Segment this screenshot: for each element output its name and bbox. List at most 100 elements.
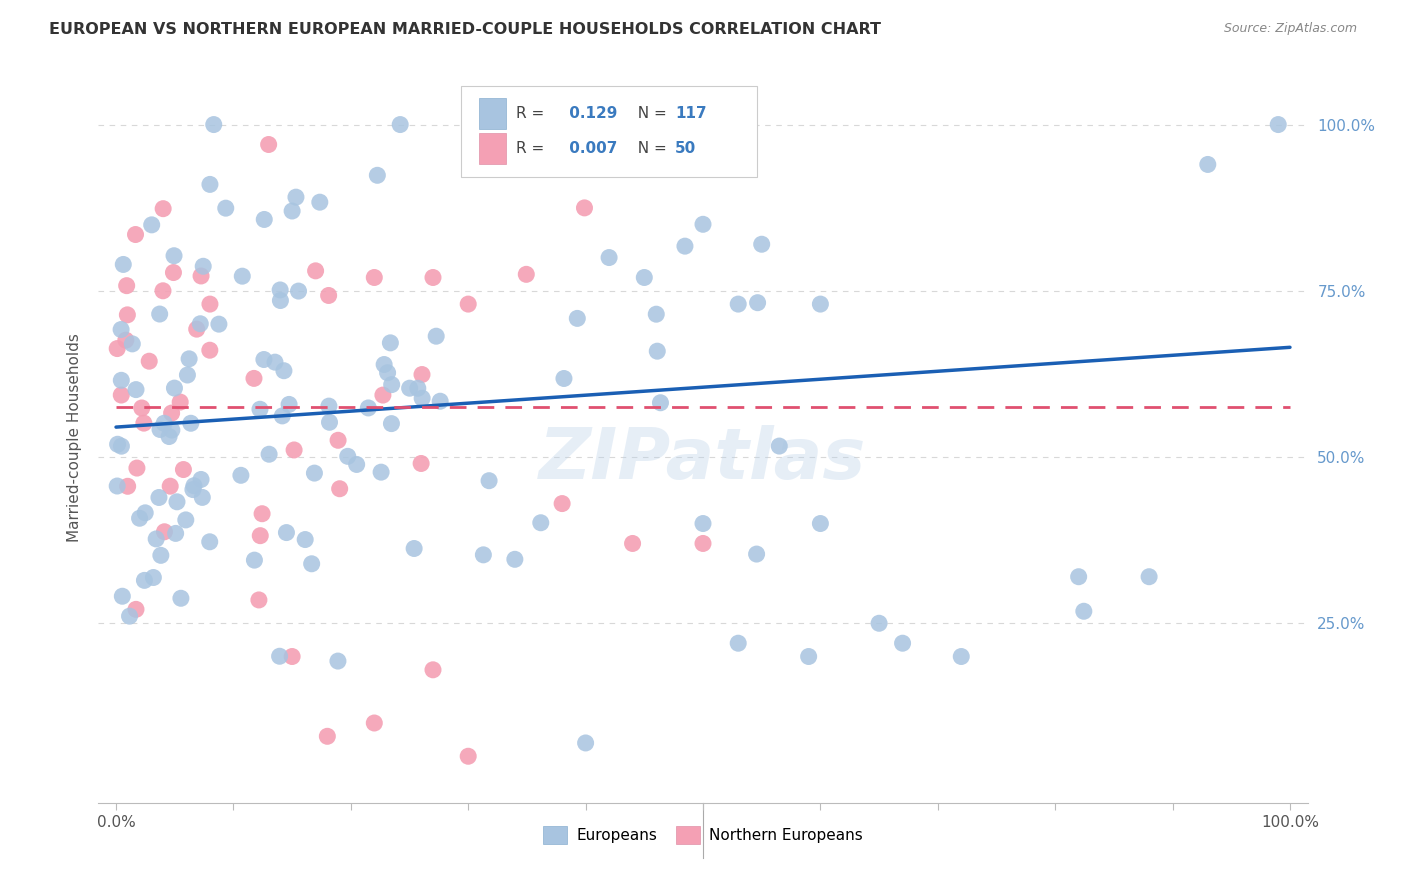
Point [149, 549, 172, 563]
Text: N =: N = [628, 141, 672, 156]
Point [269, 293, 291, 308]
Point [180, 417, 202, 431]
FancyBboxPatch shape [479, 133, 506, 163]
Point [215, 201, 238, 215]
Text: N =: N = [628, 106, 672, 121]
Point [373, 358, 395, 372]
Point [105, 342, 128, 356]
Point [253, 352, 276, 367]
Point [284, 190, 307, 204]
Point [283, 442, 305, 457]
Point [110, 388, 132, 402]
Point [294, 533, 316, 547]
Point [692, 217, 714, 231]
Text: 117: 117 [675, 106, 707, 121]
Point [269, 283, 291, 297]
FancyBboxPatch shape [479, 98, 506, 129]
Point [318, 288, 340, 302]
Point [160, 406, 183, 420]
Point [411, 391, 433, 405]
Point [198, 297, 221, 311]
Point [868, 616, 890, 631]
Point [160, 423, 183, 437]
Point [250, 507, 273, 521]
Point [229, 468, 252, 483]
Point [745, 547, 768, 561]
Point [633, 270, 655, 285]
Point [326, 654, 349, 668]
Point [692, 516, 714, 531]
Point [264, 355, 287, 369]
Text: ZIPatlas: ZIPatlas [540, 425, 866, 493]
Y-axis label: Married-couple Households: Married-couple Households [66, 333, 82, 541]
Point [1067, 570, 1090, 584]
Point [422, 270, 444, 285]
Point [110, 373, 132, 387]
Point [118, 609, 141, 624]
Point [380, 417, 402, 431]
Point [191, 491, 214, 505]
Point [142, 570, 165, 584]
Point [281, 204, 304, 219]
Point [125, 461, 148, 475]
Point [269, 649, 291, 664]
Point [176, 368, 198, 382]
Point [186, 322, 208, 336]
Point [145, 532, 167, 546]
Point [198, 178, 221, 192]
Point [253, 212, 276, 227]
Text: EUROPEAN VS NORTHERN EUROPEAN MARRIED-COUPLE HOUSEHOLDS CORRELATION CHART: EUROPEAN VS NORTHERN EUROPEAN MARRIED-CO… [49, 22, 882, 37]
Point [149, 422, 172, 436]
Point [166, 495, 188, 509]
Point [422, 663, 444, 677]
Point [198, 343, 221, 358]
Point [169, 395, 191, 409]
Point [249, 529, 271, 543]
Point [131, 401, 153, 415]
Point [141, 218, 163, 232]
Point [692, 536, 714, 550]
Point [406, 381, 429, 395]
Point [472, 548, 495, 562]
Point [575, 736, 598, 750]
Point [163, 381, 186, 395]
Point [645, 344, 668, 359]
Point [727, 297, 749, 311]
Point [273, 364, 295, 378]
Point [553, 371, 575, 385]
Point [308, 195, 330, 210]
Point [278, 397, 301, 411]
Text: 50: 50 [675, 141, 696, 156]
Point [249, 402, 271, 417]
Legend: Europeans, Northern Europeans: Europeans, Northern Europeans [537, 820, 869, 850]
Point [107, 437, 129, 451]
Point [727, 636, 749, 650]
Point [172, 462, 194, 476]
Text: Source: ZipAtlas.com: Source: ZipAtlas.com [1223, 22, 1357, 36]
Point [132, 416, 155, 430]
Point [138, 354, 160, 368]
Point [148, 491, 170, 505]
Point [243, 371, 266, 385]
Point [357, 401, 380, 415]
Point [202, 118, 225, 132]
Point [276, 525, 298, 540]
Point [371, 388, 394, 402]
Point [121, 337, 143, 351]
Point [159, 479, 181, 493]
Point [111, 589, 134, 603]
Point [891, 636, 914, 650]
FancyBboxPatch shape [461, 86, 758, 178]
Point [124, 227, 146, 242]
Point [183, 479, 205, 493]
Point [381, 377, 404, 392]
Point [304, 264, 326, 278]
Point [134, 574, 156, 588]
Point [478, 474, 501, 488]
Point [157, 429, 180, 443]
Point [304, 466, 326, 480]
Point [457, 297, 479, 311]
Point [457, 749, 479, 764]
Point [271, 409, 294, 423]
Point [125, 383, 148, 397]
